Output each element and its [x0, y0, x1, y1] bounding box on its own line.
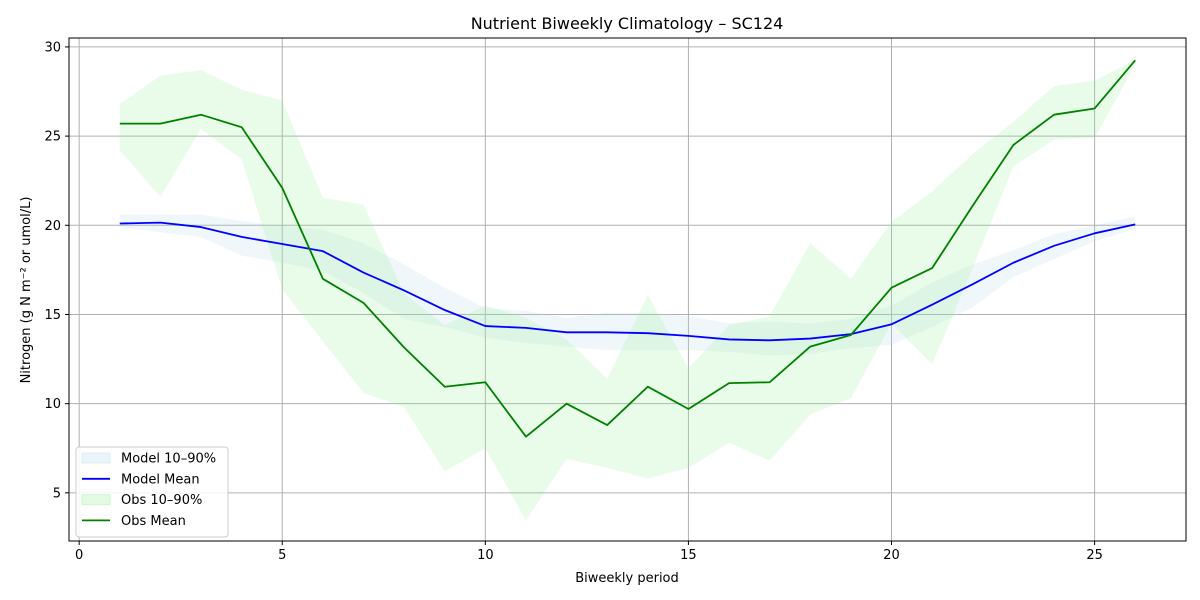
x-axis-ticks: 0 5 10 15 20 25 — [75, 541, 1103, 563]
lines-layer — [119, 59, 1136, 438]
x-tick-label: 5 — [278, 548, 286, 563]
legend-label: Model Mean — [121, 472, 200, 487]
obs-mean-line — [119, 59, 1136, 438]
grid-lines — [69, 38, 1186, 541]
x-tick-label: 0 — [75, 548, 83, 563]
x-tick-label: 10 — [477, 548, 494, 563]
x-tick-label: 25 — [1086, 548, 1103, 563]
y-tick-label: 25 — [44, 130, 61, 145]
y-tick-label: 30 — [44, 40, 61, 55]
legend-swatch-band — [81, 494, 111, 506]
y-axis-ticks: 5 10 15 20 25 30 — [44, 40, 69, 501]
legend: Model 10–90% Model Mean Obs 10–90% Obs Mean — [75, 446, 229, 538]
chart-title: Nutrient Biweekly Climatology – SC124 — [471, 14, 784, 33]
x-axis-label: Biweekly period — [575, 571, 679, 586]
plot-frame — [68, 37, 1187, 542]
y-tick-label: 15 — [44, 308, 61, 323]
y-tick-label: 10 — [44, 397, 61, 412]
legend-label: Obs Mean — [121, 514, 186, 529]
legend-box — [75, 446, 229, 538]
model-10-90--band — [119, 214, 1136, 356]
legend-label: Model 10–90% — [121, 452, 216, 467]
model-mean-line — [119, 221, 1136, 342]
y-axis-label: Nitrogen (g N m⁻² or umol/L) — [19, 197, 34, 384]
y-tick-label: 5 — [53, 486, 61, 501]
legend-swatch-band — [81, 452, 111, 464]
bands-layer — [119, 59, 1136, 521]
legend-label: Obs 10–90% — [121, 493, 202, 508]
x-tick-label: 15 — [680, 548, 697, 563]
y-tick-label: 20 — [44, 219, 61, 234]
x-tick-label: 20 — [883, 548, 900, 563]
obs-10-90--band — [119, 59, 1136, 521]
